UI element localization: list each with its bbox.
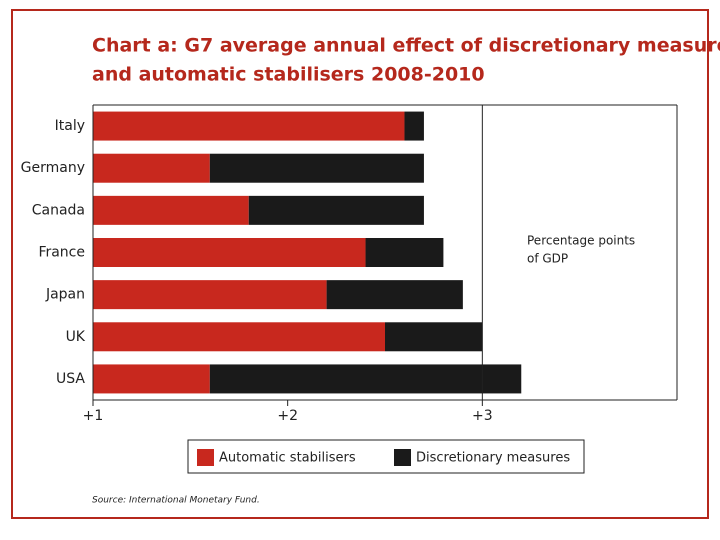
y-tick-label: France — [38, 245, 85, 261]
bar-segment — [326, 280, 463, 310]
bar-segment — [93, 280, 327, 310]
source: Source: International Monetary Fund. — [92, 496, 260, 506]
legend-label: Discretionary measures — [416, 451, 570, 466]
legend-label: Automatic stabilisers — [219, 451, 356, 466]
y-tick-label: Japan — [45, 287, 85, 303]
x-tick-label: +1 — [83, 408, 104, 424]
y-tick-label: Italy — [55, 118, 85, 134]
y-tick-label: USA — [56, 371, 85, 387]
bar-segment — [93, 322, 385, 352]
annotation: of GDP — [527, 252, 568, 266]
bar-segment — [209, 153, 424, 183]
legend — [187, 439, 585, 474]
y-tick-label: UK — [66, 329, 86, 345]
chart-title: Chart a: G7 average annual effect of dis… — [92, 35, 720, 57]
x-tick-label: +3 — [472, 408, 493, 424]
annotation: Percentage points — [527, 234, 635, 248]
bar-segment — [404, 111, 424, 141]
bar-segment — [93, 195, 249, 225]
bar-segment — [93, 111, 405, 141]
y-tick-label: Canada — [32, 202, 85, 218]
x-tick-label: +2 — [277, 408, 298, 424]
bar-segment — [248, 195, 424, 225]
bar-segment — [209, 364, 522, 394]
legend-swatch — [197, 449, 214, 466]
y-tick-label: Germany — [21, 160, 85, 176]
bar-segment — [93, 364, 210, 394]
legend-swatch — [394, 449, 411, 466]
bar-segment — [93, 153, 210, 183]
bar-segment — [385, 322, 483, 352]
bar-segment — [93, 238, 366, 267]
bar-segment — [365, 238, 444, 267]
chart-title: and automatic stabilisers 2008-2010 — [92, 64, 485, 86]
